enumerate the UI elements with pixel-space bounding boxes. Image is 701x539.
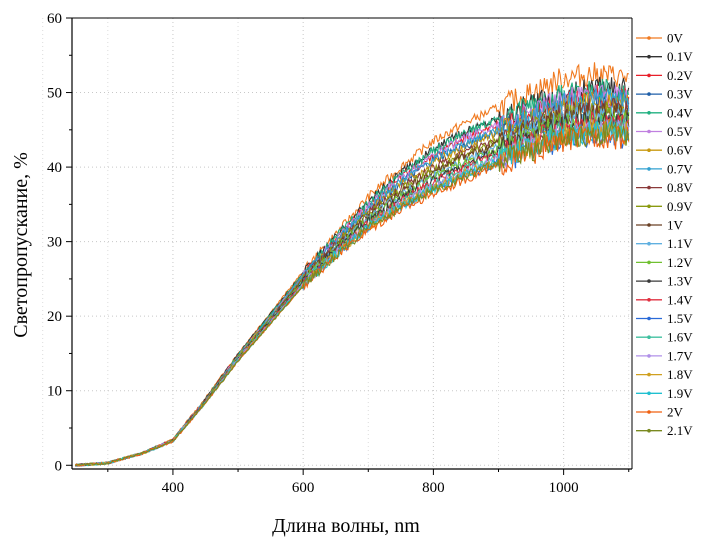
legend-marker-0.1V <box>647 54 651 59</box>
legend-label-2V: 2V <box>667 405 684 420</box>
y-tick-label: 60 <box>47 11 62 27</box>
series-line-1.4V <box>74 110 630 467</box>
series-line-2V <box>74 125 630 467</box>
legend-marker-2V <box>647 410 651 414</box>
series-line-1.5V <box>74 126 630 467</box>
legend-label-0.2V: 0.2V <box>667 68 693 83</box>
legend-marker-1.9V <box>647 391 651 396</box>
y-tick-label: 20 <box>47 309 62 325</box>
legend-label-0.7V: 0.7V <box>667 161 693 176</box>
legend-label-1.2V: 1.2V <box>667 255 693 270</box>
series-line-1.1V <box>75 106 630 467</box>
series-line-1.3V <box>74 112 630 467</box>
series-line-0.9V <box>75 101 629 467</box>
series-line-1.9V <box>75 120 630 467</box>
y-tick-label: 40 <box>47 160 62 176</box>
legend-label-1V: 1V <box>667 218 684 233</box>
legend-label-1.6V: 1.6V <box>667 330 693 345</box>
legend-label-0V: 0V <box>667 31 684 46</box>
legend-marker-1.1V <box>647 241 651 246</box>
legend: 0V 0.1V 0.2V 0.3V 0.4V 0.5V 0.6V 0.7V 0.8V 0.9V 1V… <box>636 31 693 438</box>
x-tick-label: 600 <box>292 480 315 496</box>
legend-marker-2.1V <box>647 428 651 433</box>
legend-marker-1.7V <box>647 354 651 358</box>
legend-marker-0.7V <box>647 167 651 171</box>
y-tick-label: 50 <box>47 86 62 102</box>
x-tick-label: 1000 <box>549 480 579 496</box>
x-tick-label: 400 <box>162 480 185 496</box>
x-tick-label: 800 <box>422 480 445 496</box>
legend-label-1.7V: 1.7V <box>667 348 693 363</box>
series-lines <box>74 62 630 467</box>
y-tick-label: 30 <box>47 235 62 251</box>
legend-label-1.8V: 1.8V <box>667 367 693 382</box>
legend-label-2.1V: 2.1V <box>667 423 693 438</box>
legend-marker-1.5V <box>647 316 651 321</box>
legend-marker-1.8V <box>647 372 651 377</box>
legend-label-0.5V: 0.5V <box>667 124 693 139</box>
legend-marker-0V <box>647 36 651 40</box>
series-line-1V <box>75 101 630 467</box>
series-line-2.1V <box>75 121 630 467</box>
legend-label-1.4V: 1.4V <box>667 292 693 307</box>
legend-label-1.9V: 1.9V <box>667 386 693 401</box>
legend-marker-1.6V <box>647 335 651 340</box>
legend-marker-1V <box>647 223 651 227</box>
legend-label-1.5V: 1.5V <box>667 311 693 326</box>
legend-marker-0.8V <box>647 185 651 190</box>
legend-label-1.3V: 1.3V <box>667 274 693 289</box>
legend-label-0.4V: 0.4V <box>667 105 693 120</box>
y-axis-label: Светопропускание, % <box>10 152 32 338</box>
series-line-1.7V <box>75 119 630 467</box>
series-line-1.8V <box>75 119 630 467</box>
legend-marker-0.6V <box>647 148 651 152</box>
ticks: 400 600 800 1000 0 10 20 30 40 50 60 <box>47 11 630 496</box>
legend-marker-0.2V <box>647 73 651 78</box>
legend-marker-1.3V <box>647 279 651 283</box>
series-line-1.2V <box>75 108 630 467</box>
legend-label-0.3V: 0.3V <box>667 87 693 102</box>
legend-label-0.9V: 0.9V <box>667 199 693 214</box>
legend-marker-1.4V <box>647 298 651 302</box>
legend-marker-0.3V <box>647 92 651 96</box>
y-tick-label: 0 <box>55 458 63 474</box>
axes <box>71 17 633 470</box>
legend-marker-0.4V <box>647 111 651 115</box>
legend-label-0.8V: 0.8V <box>667 180 693 195</box>
legend-marker-0.9V <box>647 204 651 209</box>
legend-marker-1.2V <box>647 260 651 265</box>
legend-label-1.1V: 1.1V <box>667 236 693 251</box>
legend-marker-0.5V <box>647 129 651 134</box>
legend-label-0.6V: 0.6V <box>667 143 693 158</box>
y-tick-label: 10 <box>47 384 62 400</box>
series-line-0.8V <box>74 98 630 467</box>
legend-label-0.1V: 0.1V <box>667 49 693 64</box>
x-axis-label: Длина волны, nm <box>272 515 420 537</box>
